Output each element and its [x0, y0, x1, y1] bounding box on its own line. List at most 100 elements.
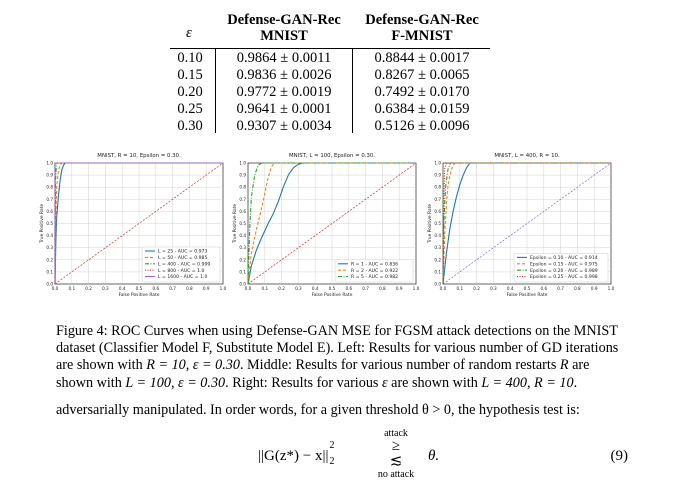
y-tick-label: 0.3 [46, 245, 53, 250]
y-tick-label: 0.1 [239, 269, 246, 274]
chance-diagonal [54, 162, 224, 285]
table-row: 0.10 0.9864 ± 0.0011 0.8844 ± 0.0017 [177, 50, 470, 66]
y-tick-label: 0.7 [46, 197, 53, 202]
y-tick-label: 0.3 [239, 245, 246, 250]
x-tick-label: 0.5 [329, 286, 336, 291]
epsilon-header: ε [186, 25, 192, 41]
x-tick-label: 0.8 [379, 286, 386, 291]
y-tick-label: 0.4 [434, 233, 441, 238]
x-tick-label: 0.7 [362, 286, 369, 291]
y-tick-label: 0.5 [46, 221, 53, 226]
legend-entry: R = 5 - AUC = 0.982 [351, 274, 398, 280]
equation-number: (9) [610, 448, 629, 464]
y-tick-label: 0.0 [46, 282, 53, 287]
x-tick-label: 0.7 [169, 286, 176, 291]
y-tick-label: 0.2 [46, 257, 53, 262]
chart-title: MNIST, L = 100, Epsilon = 0.30. [289, 153, 375, 159]
table-row: 0.20 0.9772 ± 0.0019 0.7492 ± 0.0170 [177, 84, 470, 100]
x-tick-label: 0.4 [119, 286, 126, 291]
x-tick-label: 0.1 [261, 286, 268, 291]
x-tick-label: 1.0 [220, 286, 227, 291]
y-tick-label: 0.9 [434, 173, 441, 178]
figure-caption: Figure 4: ROC Curves when using Defense-… [56, 323, 619, 391]
legend-entry: R = 1 - AUC = 0.836 [351, 261, 398, 267]
roc-series-line [247, 162, 416, 285]
legend-entry: L = 800 - AUC = 1.0 [158, 268, 205, 274]
y-tick-label: 0.6 [434, 209, 441, 214]
legend-entry: R = 2 - AUC = 0.922 [351, 268, 398, 274]
legend-entry: L = 25 - AUC = 0.973 [158, 249, 207, 255]
x-tick-label: 0.9 [396, 286, 403, 291]
roc-series-line [442, 162, 611, 285]
y-tick-label: 0.5 [434, 221, 441, 226]
y-tick-label: 0.0 [239, 282, 246, 287]
y-tick-label: 0.8 [239, 185, 246, 190]
roc-chart-middle: MNIST, L = 100, Epsilon = 0.30. 0.0 0.0 0.1… [232, 148, 427, 300]
y-tick-label: 0.9 [46, 173, 53, 178]
legend-entry: Epsilon = 0.20 - AUC = 0.989 [530, 268, 598, 274]
x-tick-label: 0.3 [295, 286, 302, 291]
chart-title: MNIST, R = 10, Epsilon = 0.30. [97, 153, 181, 159]
roc-chart-right: MNIST, L = 400, R = 10. 0.0 0.0 0.1 0.1 0.2 0.… [427, 148, 622, 300]
y-tick-label: 0.1 [434, 269, 441, 274]
x-tick-label: 0.4 [507, 286, 514, 291]
y-tick-label: 0.6 [46, 209, 53, 214]
roc-chart-left: MNIST, R = 10, Epsilon = 0.30. 0.0 0.0 0.1 0… [39, 148, 234, 300]
legend-box [141, 246, 221, 283]
x-tick-label: 0.1 [68, 286, 75, 291]
x-tick-label: 0.9 [203, 286, 210, 291]
y-tick-label: 0.8 [46, 185, 53, 190]
x-tick-label: 0.0 [52, 286, 59, 291]
table-row: 0.15 0.9836 ± 0.0026 0.8267 ± 0.0065 [177, 67, 470, 83]
x-tick-label: 0.5 [524, 286, 531, 291]
y-tick-label: 0.3 [434, 245, 441, 250]
x-tick-label: 1.0 [413, 286, 420, 291]
legend-entry: Epsilon = 0.15 - AUC = 0.975 [530, 261, 598, 267]
y-tick-label: 0.9 [239, 173, 246, 178]
roc-series-line [54, 162, 223, 284]
y-axis-label: True Positive Rate [427, 204, 433, 244]
y-tick-label: 0.1 [46, 269, 53, 274]
x-tick-label: 0.7 [557, 286, 564, 291]
chart-title: MNIST, L = 400, R = 10. [494, 153, 560, 159]
legend-entry: L = 1600 - AUC = 1.0 [158, 274, 207, 280]
y-tick-label: 0.8 [434, 185, 441, 190]
body-paragraph: adversarially manipulated. In order word… [56, 402, 580, 418]
x-tick-label: 0.3 [102, 286, 109, 291]
legend-entry: L = 400 - AUC = 0.999 [158, 261, 210, 267]
legend-entry: L = 50 - AUC = 0.985 [158, 255, 207, 261]
results-table: ε Defense-GAN-Rec MNIST Defense-GAN-Rec … [168, 8, 490, 134]
equation-rhs: θ. [428, 448, 440, 464]
y-axis-label: True Positive Rate [39, 204, 45, 244]
roc-series-line [247, 162, 416, 285]
y-tick-label: 0.4 [239, 233, 246, 238]
roc-chart-left-svg: MNIST, R = 10, Epsilon = 0.30. 0.00.0 0.1 0… [39, 153, 227, 298]
x-tick-label: 0.3 [490, 286, 497, 291]
y-tick-label: 0.2 [434, 257, 441, 262]
y-tick-label: 0.2 [239, 257, 246, 262]
y-tick-label: 0.7 [239, 197, 246, 202]
x-axis-label: False Positive Rate [507, 292, 548, 298]
x-tick-label: 0.5 [136, 286, 143, 291]
x-tick-label: 0.6 [345, 286, 352, 291]
column-divider [352, 49, 353, 133]
legend-entry: Epsilon = 0.10 - AUC = 0.914 [530, 255, 598, 261]
legend-box [334, 259, 414, 283]
x-tick-label: 0.2 [473, 286, 480, 291]
roc-series-line [247, 162, 416, 285]
y-tick-label: 0.6 [239, 209, 246, 214]
legend-entry: Epsilon = 0.25 - AUC = 0.998 [530, 274, 598, 280]
column-divider [215, 49, 216, 133]
y-axis-label: True Positive Rate [232, 204, 238, 244]
chance-diagonal [247, 162, 417, 285]
y-tick-label: 0.5 [239, 221, 246, 226]
mnist-column-header: Defense-GAN-Rec MNIST [227, 12, 341, 44]
fmnist-column-header: Defense-GAN-Rec F-MNIST [365, 12, 479, 44]
table-row: 0.25 0.9641 ± 0.0001 0.6384 ± 0.0159 [177, 101, 470, 117]
x-tick-label: 0.4 [312, 286, 319, 291]
y-tick-label: 1.0 [46, 161, 53, 166]
legend-box [513, 253, 609, 283]
greater-less-symbol: ≥ ≲ [389, 438, 403, 469]
roc-chart-right-svg: MNIST, L = 400, R = 10. 0.00.0 0.1 0.1 0.2 0.… [427, 153, 615, 298]
header-rule [170, 48, 490, 49]
